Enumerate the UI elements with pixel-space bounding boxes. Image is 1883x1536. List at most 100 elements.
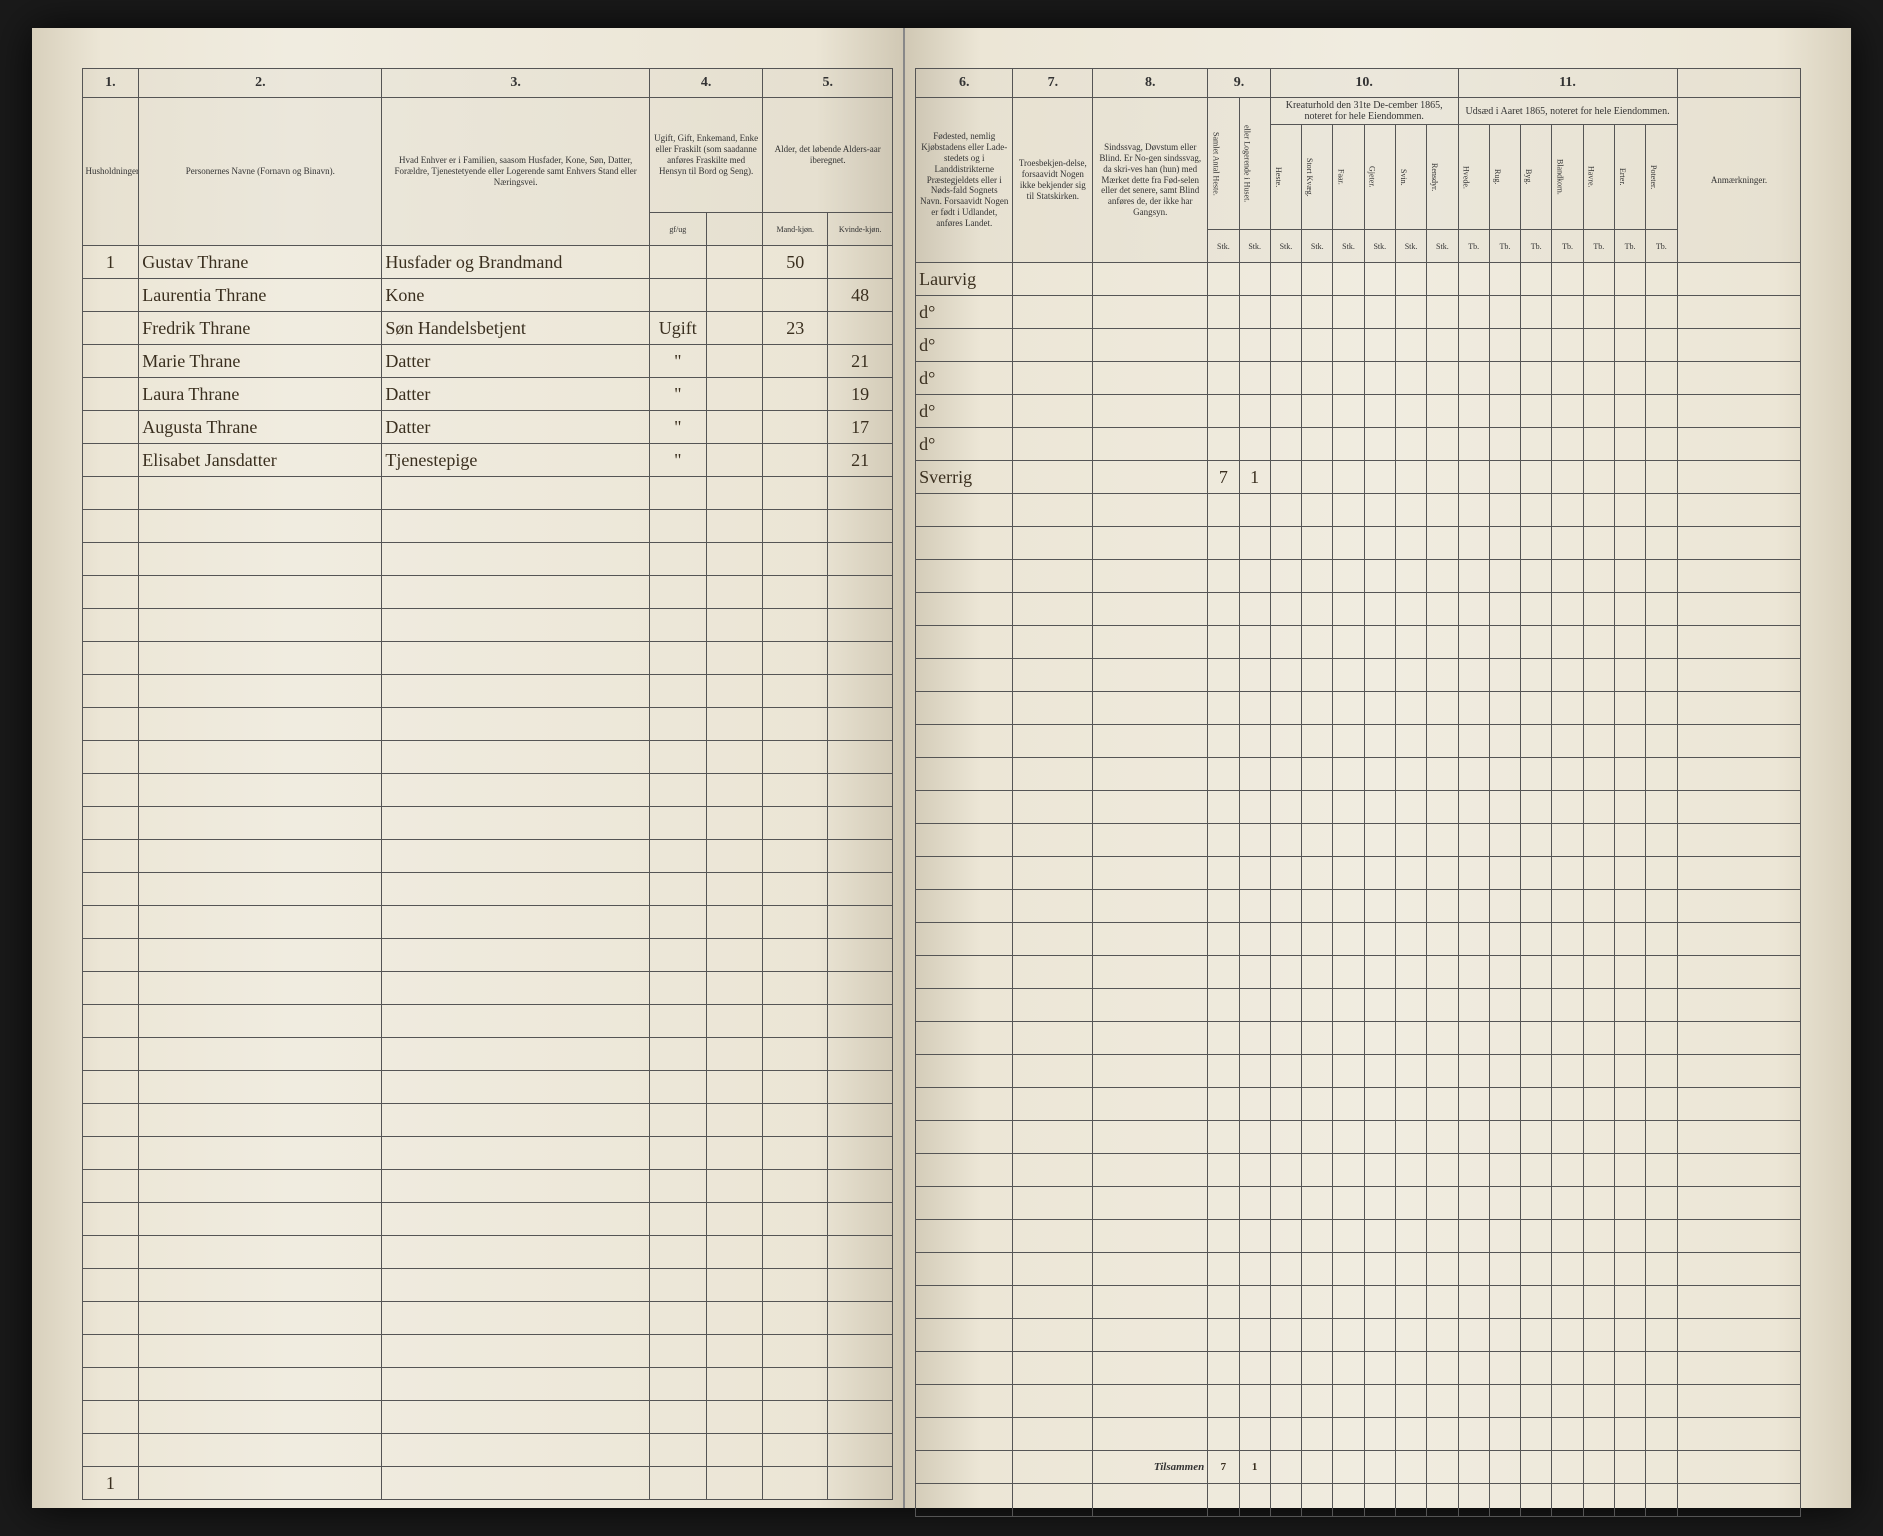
cell-narrow [1333,395,1364,428]
col-10-unit-0: Stk. [1270,230,1301,263]
left-empty-row [82,642,893,675]
cell-narrow [1646,329,1677,362]
right-empty-row [916,1220,1801,1253]
col-10-sub-4: Svin. [1399,127,1408,227]
cell-narrow [1364,329,1395,362]
cell-mar: " [649,345,706,378]
cell-birth: Sverrig [916,461,1013,494]
cell-narrow [1302,395,1333,428]
cell-name: Marie Thrane [139,345,382,378]
cell-narrow [1552,296,1583,329]
col-12-blank [1677,69,1801,98]
right-row-4: d° [916,395,1801,428]
left-empty-row [82,543,893,576]
left-empty-row [82,675,893,708]
col-11-unit-2: Tb. [1521,230,1552,263]
cell-age-m: 50 [763,246,828,279]
cell-remark [1677,428,1801,461]
cell-age-m [763,411,828,444]
left-empty-row [82,1236,893,1269]
right-empty-row [916,692,1801,725]
right-empty-row [916,1154,1801,1187]
cell-age-m: 23 [763,312,828,345]
cell-narrow [1521,263,1552,296]
left-empty-row [82,576,893,609]
col-6-num: 6. [916,69,1013,98]
cell-age-m [763,444,828,477]
cell-narrow [1302,428,1333,461]
cell-narrow [1521,428,1552,461]
left-row-3: Marie ThraneDatter"21 [82,345,893,378]
cell-narrow [1364,428,1395,461]
cell-narrow [1302,329,1333,362]
cell-narrow [1395,329,1426,362]
col-3-num: 3. [382,69,649,98]
cell-narrow [1552,428,1583,461]
left-empty-row [82,1137,893,1170]
cell-mar2 [706,279,763,312]
cell-narrow [1458,329,1489,362]
left-empty-row [82,1401,893,1434]
col-11-unit-6: Tb. [1646,230,1677,263]
cell-narrow [1646,428,1677,461]
cell-rel: Datter [382,378,649,411]
cell-narrow [1458,428,1489,461]
col-5b-sub: Kvinde-kjøn. [828,213,893,246]
col-9a-header: Samlet Antal Heste. [1211,114,1220,214]
cell-narrow [1489,395,1520,428]
cell-narrow [1552,362,1583,395]
cell-remark [1677,461,1801,494]
cell-faith [1013,395,1093,428]
right-row-1: d° [916,296,1801,329]
cell-age-f: 19 [828,378,893,411]
right-row-0: Laurvig [916,263,1801,296]
right-empty-row [916,1187,1801,1220]
col-10-num: 10. [1270,69,1458,98]
cell-cond [1093,329,1208,362]
col-5-header: Alder, det løbende Alders-aar iberegnet. [763,98,893,213]
cell-9a [1208,296,1239,329]
right-page: 6. 7. 8. 9. 10. 11. Fødested, nemlig Kjø… [905,28,1851,1508]
left-row-2: Fredrik ThraneSøn HandelsbetjentUgift23 [82,312,893,345]
right-row-6: Sverrig71 [916,461,1801,494]
cell-name: Laura Thrane [139,378,382,411]
col-10-unit-2: Stk. [1333,230,1364,263]
cell-narrow [1614,395,1645,428]
col-4-num: 4. [649,69,762,98]
cell-narrow [1302,362,1333,395]
cell-9a: 7 [1208,461,1239,494]
col-11-sub-5: Erter. [1618,127,1627,227]
cell-cond [1093,362,1208,395]
cell-rel: Datter [382,345,649,378]
cell-birth: Laurvig [916,263,1013,296]
cell-9b [1239,428,1270,461]
cell-birth: d° [916,428,1013,461]
col-3-header: Hvad Enhver er i Familien, saasom Husfad… [382,98,649,246]
cell-remark [1677,362,1801,395]
cell-narrow [1395,461,1426,494]
col-5-num: 5. [763,69,893,98]
cell-narrow [1521,461,1552,494]
col-11-sub-6: Poteter. [1649,127,1658,227]
cell-narrow [1521,395,1552,428]
cell-mar2 [706,444,763,477]
col-6-header: Fødested, nemlig Kjøbstadens eller Lade-… [916,98,1013,263]
col-11-unit-4: Tb. [1583,230,1614,263]
cell-remark [1677,263,1801,296]
left-empty-row [82,1005,893,1038]
cell-narrow [1427,296,1458,329]
col-2-num: 2. [139,69,382,98]
cell-narrow [1395,296,1426,329]
right-empty-row [916,857,1801,890]
right-table: 6. 7. 8. 9. 10. 11. Fødested, nemlig Kjø… [915,68,1801,1517]
cell-narrow [1364,362,1395,395]
cell-age-m [763,378,828,411]
left-empty-row [82,774,893,807]
cell-narrow [1489,362,1520,395]
cell-narrow [1646,362,1677,395]
right-empty-row [916,890,1801,923]
cell-narrow [1583,296,1614,329]
cell-hh [82,345,139,378]
cell-narrow [1427,263,1458,296]
left-empty-row [82,1368,893,1401]
